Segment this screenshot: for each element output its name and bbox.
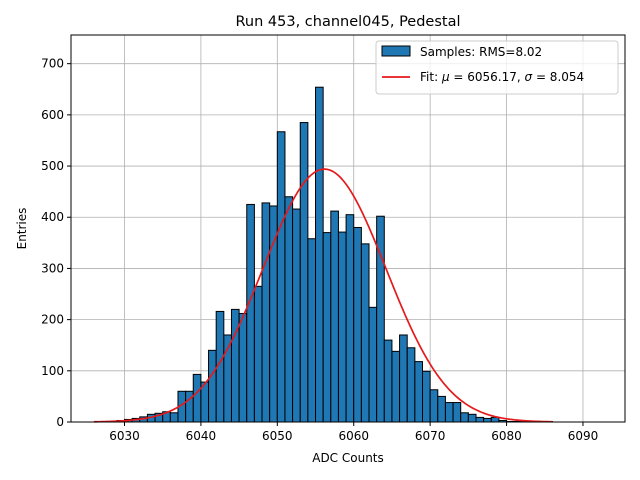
histogram-bar: [452, 402, 462, 423]
y-tick-label: 700: [41, 57, 64, 71]
histogram-bar: [330, 210, 339, 423]
histogram-bar: [169, 412, 179, 423]
histogram-bar: [322, 232, 332, 423]
x-tick-label: 6090: [568, 429, 599, 443]
histogram-bar: [292, 208, 301, 423]
histogram-bar: [269, 205, 278, 423]
histogram-bar: [399, 334, 408, 423]
legend-fit-prefix: Fit:: [420, 70, 442, 84]
legend-histogram-swatch: [381, 45, 411, 57]
y-tick-label: 200: [41, 313, 64, 327]
x-tick-label: 6060: [338, 429, 369, 443]
histogram-bar: [360, 243, 370, 423]
histogram-bar: [208, 349, 217, 423]
y-tick-label: 400: [41, 210, 64, 224]
histogram-bar: [490, 416, 500, 423]
y-tick-label: 500: [41, 159, 64, 173]
fit-curve: [93, 168, 553, 423]
histogram-bar: [353, 226, 362, 423]
histogram-bar: [429, 389, 439, 423]
histogram-bar: [192, 373, 202, 423]
legend-fit-sigma-symbol: σ: [525, 70, 533, 84]
y-tick-label: 300: [41, 261, 64, 275]
y-tick-label: 600: [41, 108, 64, 122]
legend: Samples: RMS=8.02 Fit: μ = 6056.17, σ = …: [375, 40, 619, 95]
x-tick-label: 6070: [415, 429, 446, 443]
legend-box: [375, 40, 619, 95]
histogram-bar: [246, 203, 255, 423]
legend-fit-label: Fit: μ = 6056.17, σ = 8.054: [420, 70, 584, 84]
histogram-bar: [483, 417, 492, 423]
histogram-bar: [345, 214, 355, 423]
histogram-bar: [391, 350, 401, 423]
legend-fit-mu-value: = 6056.17,: [450, 70, 525, 84]
x-tick-label: 6050: [262, 429, 293, 443]
histogram-bar: [422, 370, 431, 423]
histogram-bar: [299, 122, 309, 423]
histogram-bar: [383, 339, 393, 423]
histogram-bar: [406, 347, 416, 423]
histogram-bar: [414, 361, 424, 423]
x-tick-label: 6080: [491, 429, 522, 443]
legend-fit-sigma-value: = 8.054: [532, 70, 584, 84]
histogram-bar: [261, 202, 271, 423]
histogram-bar: [253, 285, 263, 423]
plot-frame: [70, 34, 626, 423]
histogram-bar: [276, 131, 286, 423]
histogram-bar: [437, 395, 446, 423]
legend-histogram-label: Samples: RMS=8.02: [420, 45, 542, 59]
histogram-bar: [307, 238, 317, 423]
histogram-bar: [315, 86, 324, 423]
histogram-bar: [284, 196, 294, 423]
x-axis-label: ADC Counts: [312, 451, 384, 465]
histogram-bar: [460, 412, 469, 423]
legend-fit-mu-symbol: μ: [441, 70, 450, 84]
y-axis-ticks: 0 100 200 300 400 500 600 700: [41, 57, 71, 429]
histogram-bar: [238, 312, 248, 423]
chart-title: Run 453, channel045, Pedestal: [235, 14, 460, 30]
y-tick-label: 0: [56, 415, 64, 429]
histogram-bar: [444, 402, 454, 423]
histogram-bar: [475, 416, 485, 423]
histogram-bar: [368, 306, 378, 423]
x-tick-label: 6040: [186, 429, 217, 443]
x-tick-label: 6030: [109, 429, 140, 443]
x-axis-ticks: 6030 6040 6050 6060 6070 6080 6090: [109, 422, 598, 443]
y-axis-label: Entries: [15, 208, 29, 250]
histogram-bar: [467, 413, 477, 423]
y-tick-label: 100: [41, 364, 64, 378]
histogram-bar: [337, 231, 347, 423]
